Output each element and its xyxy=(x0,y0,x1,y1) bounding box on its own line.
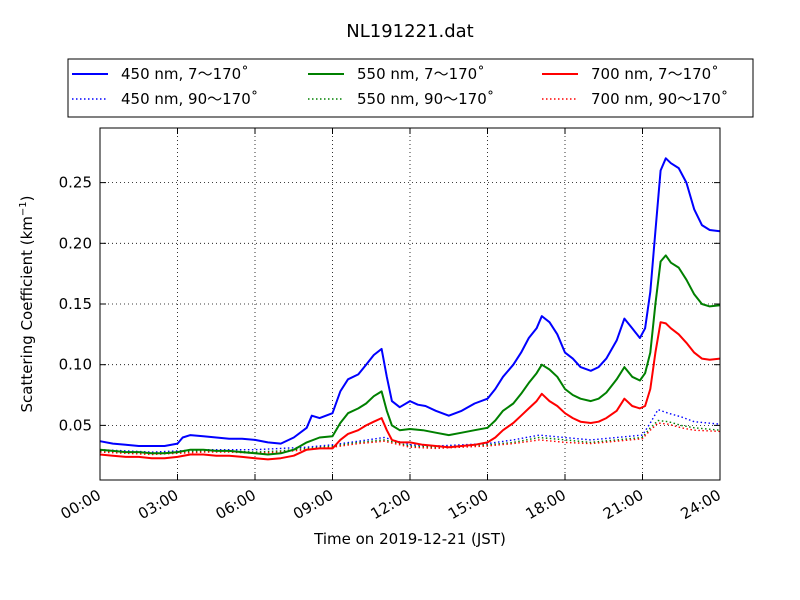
legend-label: 550 nm, 90～170˚ xyxy=(357,90,494,108)
x-axis-label: Time on 2019-12-21 (JST) xyxy=(313,530,506,548)
y-tick-label: 0.20 xyxy=(59,234,92,252)
grid-lines xyxy=(100,128,720,480)
series-line-1 xyxy=(99,254,721,456)
legend-label: 550 nm, 7～170˚ xyxy=(357,65,485,83)
y-tick-label: 0.05 xyxy=(59,416,92,434)
legend-label: 450 nm, 90～170˚ xyxy=(121,90,258,108)
series-line-5 xyxy=(99,422,721,456)
series-line-2 xyxy=(99,321,721,461)
series-layer xyxy=(99,157,721,461)
y-tick-label: 0.15 xyxy=(59,295,92,313)
series-line-3 xyxy=(99,408,721,453)
legend-label: 700 nm, 7～170˚ xyxy=(591,65,719,83)
y-axis-label-main: Scattering Coefficient (km xyxy=(18,216,36,412)
series-line-0 xyxy=(99,157,721,447)
legend: 450 nm, 7～170˚ 550 nm, 7～170˚ 700 nm, 7～17… xyxy=(67,58,754,118)
legend-label: 450 nm, 7～170˚ xyxy=(121,65,249,83)
chart-title: NL191221.dat xyxy=(346,21,473,42)
legend-box xyxy=(67,58,754,118)
y-axis-label-close: ) xyxy=(18,195,36,201)
y-tick-label: 0.10 xyxy=(59,356,92,374)
legend-label: 700 nm, 90～170˚ xyxy=(591,90,728,108)
y-tick-label: 0.25 xyxy=(59,174,92,192)
y-axis-label: Scattering Coefficient (km−1) xyxy=(18,195,36,412)
y-axis-label-superscript: −1 xyxy=(18,201,29,216)
